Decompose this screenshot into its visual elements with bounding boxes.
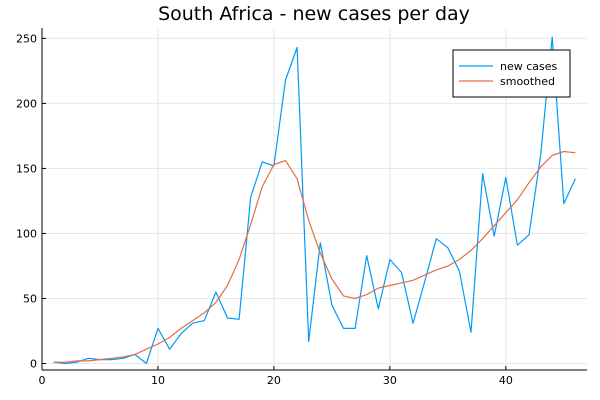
x-tick-label: 30 <box>383 374 397 387</box>
x-axis-ticks: 0 10 20 30 40 <box>39 366 513 387</box>
chart-title: South Africa - new cases per day <box>158 3 470 25</box>
legend: new cases smoothed <box>452 49 571 98</box>
grid <box>41 28 587 370</box>
x-tick-label: 40 <box>499 374 513 387</box>
series-line-new-cases <box>53 36 576 365</box>
legend-label-smoothed: smoothed <box>500 75 555 88</box>
y-tick-label: 200 <box>16 97 37 110</box>
y-tick-label: 100 <box>16 227 37 240</box>
y-tick-label: 250 <box>16 32 37 45</box>
y-tick-label: 50 <box>23 292 37 305</box>
legend-box <box>452 49 571 98</box>
x-tick-label: 0 <box>39 374 46 387</box>
y-tick-label: 150 <box>16 162 37 175</box>
y-axis-ticks: 0 50 100 150 200 250 <box>16 32 46 370</box>
legend-label-new-cases: new cases <box>500 60 558 73</box>
y-tick-label: 0 <box>30 357 37 370</box>
x-tick-label: 20 <box>267 374 281 387</box>
series-lines <box>53 36 576 365</box>
x-tick-label: 10 <box>151 374 165 387</box>
series-line-smoothed <box>53 150 576 363</box>
